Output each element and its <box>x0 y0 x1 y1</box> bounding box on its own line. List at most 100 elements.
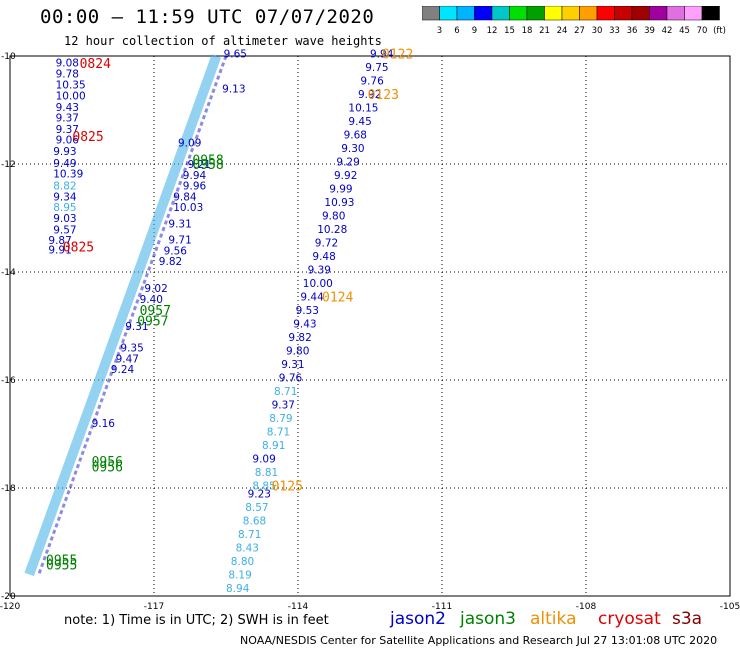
color-scale-label: 70 <box>697 26 708 36</box>
pass-time-label: 0957 <box>137 315 168 330</box>
legend-cryosat: cryosat <box>598 609 661 629</box>
lat-tick-label: -20 <box>1 592 16 602</box>
wave-height-label: 9.40 <box>140 294 163 306</box>
color-scale-label: 12 <box>487 26 498 36</box>
wave-height-label: 8.79 <box>269 413 292 425</box>
wave-height-label: 9.82 <box>159 256 182 268</box>
pass-time-label: 0957 <box>140 304 171 319</box>
wave-height-label: 9.76 <box>360 75 384 87</box>
wave-height-label: 9.06 <box>56 135 80 147</box>
wave-height-label: 9.43 <box>56 102 79 114</box>
wave-height-label: 9.68 <box>344 129 367 141</box>
wave-height-label: 9.08 <box>56 57 79 69</box>
pass-time-label: 0956 <box>92 460 123 475</box>
wave-height-label: 9.94 <box>370 48 394 60</box>
wave-height-label: 9.37 <box>272 399 295 411</box>
color-scale-label: 3 <box>437 26 442 36</box>
color-scale-bar: 3 6 9 12 15 18 21 24 27 30 33 36 39 42 45 70 (ft) <box>422 6 726 36</box>
wave-height-label: 9.53 <box>296 305 319 317</box>
color-scale-label: 36 <box>627 26 638 36</box>
pass-time-label: 0125 <box>272 479 303 494</box>
wave-height-label: 8.71 <box>238 529 261 541</box>
color-scale-label: (ft) <box>713 26 726 36</box>
pass-time-label: 0956 <box>92 455 123 470</box>
pass-time-label: 0122 <box>382 47 413 62</box>
footer-note: note: 1) Time is in UTC; 2) SWH is in fe… <box>64 613 329 628</box>
wave-height-label: 8.80 <box>231 556 254 568</box>
lat-tick-label: -10 <box>1 52 16 62</box>
wave-height-label: 9.34 <box>53 191 77 203</box>
wave-height-label: 9.65 <box>224 48 247 60</box>
pass-time-label: 0958 <box>192 154 223 169</box>
wave-height-label: 10.00 <box>56 90 86 102</box>
wave-height-label: 9.29 <box>336 156 359 168</box>
lon-tick-label: -108 <box>576 602 597 612</box>
wave-height-label: 8.91 <box>262 440 285 452</box>
wave-height-label: 9.37 <box>56 124 79 136</box>
wave-height-label: 9.24 <box>111 364 135 376</box>
pass-time-label: 0825 <box>63 241 94 256</box>
wave-height-label: 9.49 <box>53 158 76 170</box>
wave-height-label: 8.57 <box>245 502 268 514</box>
wave-height-label: 9.09 <box>252 453 275 465</box>
legend-jason2: jason2 <box>390 609 446 629</box>
ground-track-band <box>24 54 222 577</box>
wave-height-label: 8.94 <box>226 583 250 595</box>
wave-height-label: 9.87 <box>48 235 71 247</box>
wave-height-label: 10.39 <box>53 169 83 181</box>
wave-height-label: 10.93 <box>324 197 354 209</box>
color-scale-label: 21 <box>539 26 550 36</box>
wave-height-label: 8.95 <box>53 202 76 214</box>
lat-tick-label: -18 <box>1 484 16 494</box>
lat-tick-label: -16 <box>1 376 16 386</box>
color-scale-label: 39 <box>644 26 655 36</box>
wave-height-label: 8.82 <box>53 181 76 193</box>
lat-tick-label: -12 <box>1 160 16 170</box>
wave-height-label: 9.31 <box>125 321 148 333</box>
color-scale-label: 6 <box>454 26 459 36</box>
wave-height-label: 9.80 <box>322 210 345 222</box>
wave-height-label: 10.15 <box>348 102 378 114</box>
color-swatch <box>701 6 720 21</box>
wave-height-label: 10.35 <box>56 80 86 92</box>
color-scale-label: 27 <box>574 26 585 36</box>
map-frame <box>9 55 731 597</box>
wave-height-label: 9.92 <box>358 89 381 101</box>
wave-height-label: 9.78 <box>56 68 79 80</box>
wave-height-label: 9.84 <box>173 191 197 203</box>
lon-tick-label: -120 <box>0 602 20 612</box>
pass-time-label: 0124 <box>322 290 353 305</box>
color-scale-label: 45 <box>679 26 690 36</box>
wave-height-label: 10.03 <box>173 202 203 214</box>
lon-tick-label: -105 <box>720 602 740 612</box>
wave-height-label: 8.71 <box>267 426 290 438</box>
ground-track-band <box>37 55 228 575</box>
wave-height-label: 10.00 <box>303 278 333 290</box>
lon-tick-label: -114 <box>288 602 309 612</box>
color-scale-label: 33 <box>609 26 620 36</box>
lat-tick-label: -14 <box>1 268 16 278</box>
wave-height-label: 9.48 <box>312 251 335 263</box>
wave-height-label: 9.39 <box>308 264 331 276</box>
wave-height-label: 9.43 <box>293 318 316 330</box>
pass-time-label: 0825 <box>72 130 103 145</box>
legend-s3a: s3a <box>672 609 703 629</box>
wave-height-label: 9.57 <box>53 224 76 236</box>
wave-height-label: 9.75 <box>365 62 388 74</box>
wave-height-label: 9.76 <box>279 372 303 384</box>
color-scale-label: 15 <box>504 26 515 36</box>
wave-height-label: 9.45 <box>348 116 371 128</box>
wave-height-label: 8.19 <box>228 569 251 581</box>
wave-height-label: 9.91 <box>48 244 71 256</box>
wave-height-label: 9.99 <box>329 183 352 195</box>
wave-height-label: 9.16 <box>92 418 116 430</box>
pass-time-label: 0123 <box>368 88 399 103</box>
wave-height-label: 9.13 <box>222 83 245 95</box>
wave-height-label: 9.02 <box>144 283 167 295</box>
wave-height-label: 9.31 <box>168 218 191 230</box>
wave-height-label: 9.21 <box>188 159 211 171</box>
wave-height-label: 8.71 <box>274 386 297 398</box>
lon-tick-label: -117 <box>144 602 164 612</box>
wave-height-label: 8.85 <box>252 480 275 492</box>
wave-height-label: 9.96 <box>183 181 207 193</box>
